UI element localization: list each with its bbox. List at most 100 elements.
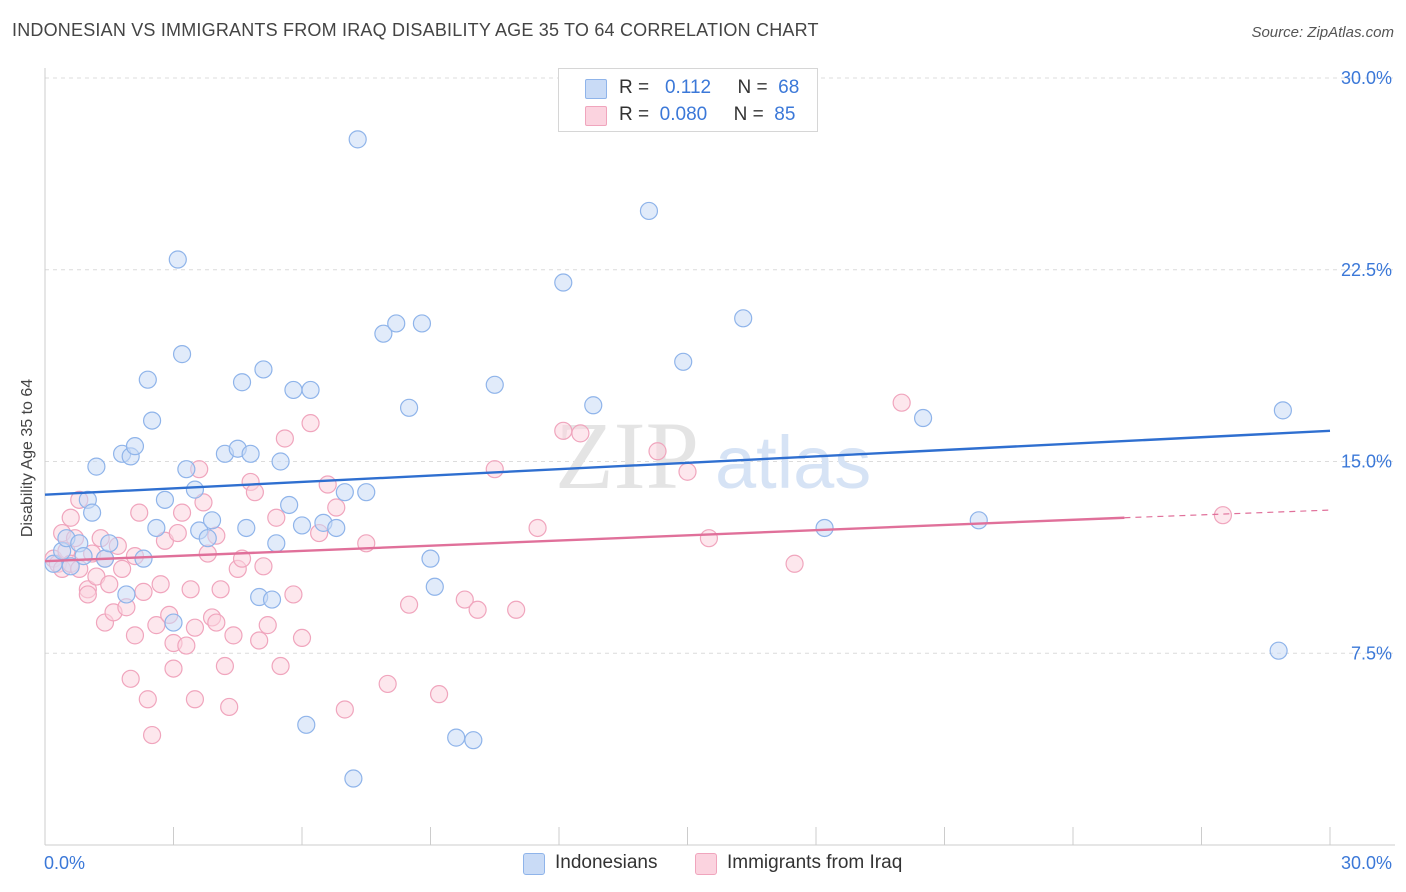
point-indonesians [100,534,119,553]
point-iraq [138,690,157,709]
point-indonesians [83,503,102,522]
grid-lines [45,77,1395,654]
point-indonesians [164,613,183,632]
point-indonesians [425,577,444,596]
data-points [44,130,1292,788]
point-indonesians [292,516,312,535]
trend-lines [44,429,1331,563]
point-iraq [318,475,337,494]
point-indonesians [168,250,187,269]
point-iraq [528,518,547,538]
point-iraq [121,669,140,688]
point-indonesians [447,728,466,747]
point-iraq [292,628,312,648]
tick-labels: 7.5% 15.0% 22.5% 30.0% 0.0% 30.0% [44,68,1392,873]
trend-line-iraq [44,516,1125,563]
point-indonesians [485,375,504,394]
point-iraq [648,442,667,461]
legend-n-value: 68 [778,77,800,98]
point-iraq [275,429,294,448]
y-tick-label: 22.5% [1341,260,1392,280]
point-indonesians [674,352,693,371]
legend-swatch-pink [695,853,717,875]
point-iraq [571,424,590,443]
point-indonesians [412,314,432,333]
point-iraq [215,656,234,676]
point-indonesians [142,411,162,430]
point-indonesians [74,546,93,566]
axes [44,68,1395,846]
legend-n-label: N = [737,77,768,98]
point-iraq [168,523,187,543]
point-iraq [61,508,80,527]
y-tick-label: 30.0% [1341,68,1392,88]
point-iraq [181,580,200,599]
point-indonesians [815,518,834,538]
y-tick-label: 15.0% [1341,452,1392,472]
series-legend: Indonesians Immigrants from Iraq [0,852,1406,878]
point-iraq [134,582,153,601]
point-indonesians [584,396,603,415]
point-iraq [271,656,290,676]
watermark: ZIP atlas [555,402,871,509]
point-iraq [224,626,243,645]
legend-r-value: 0.112 [664,77,712,98]
point-indonesians [241,444,260,463]
point-iraq [254,557,273,576]
point-iraq [554,421,573,440]
point-indonesians [202,511,222,530]
point-indonesians [280,495,299,515]
point-indonesians [172,345,192,364]
point-iraq [485,460,504,479]
point-iraq [785,554,804,573]
point-indonesians [399,398,419,417]
x-tick-label: 30.0% [1341,853,1392,873]
point-indonesians [147,518,166,538]
point-iraq [125,626,145,645]
point-indonesians [301,380,320,400]
point-indonesians [344,769,363,788]
point-indonesians [969,511,988,530]
point-indonesians [267,534,286,553]
point-iraq [172,503,192,522]
point-iraq [177,636,196,655]
legend-n-label: N = [733,104,764,125]
chart-title: INDONESIAN VS IMMIGRANTS FROM IRAQ DISAB… [12,20,819,40]
point-iraq [185,690,205,709]
point-indonesians [913,408,933,428]
point-indonesians [237,518,256,538]
point-indonesians [232,373,252,392]
point-indonesians [262,590,282,609]
x-tick-label: 0.0% [44,853,85,873]
point-indonesians [284,380,303,400]
point-iraq [284,585,303,604]
point-indonesians [464,731,483,750]
point-iraq [250,631,269,650]
point-indonesians [155,490,175,509]
legend-swatch-pink [585,106,607,126]
point-indonesians [138,370,157,389]
legend-label-indonesians: Indonesians [555,852,658,873]
trend-line-indonesians [44,429,1331,496]
point-iraq [699,529,719,548]
point-iraq [220,697,239,717]
point-iraq [78,585,97,604]
point-iraq [185,618,205,637]
point-indonesians [1273,401,1292,420]
point-indonesians [734,309,753,328]
point-iraq [164,659,183,678]
legend-label-iraq: Immigrants from Iraq [727,852,903,873]
point-iraq [301,414,320,433]
point-iraq [335,700,354,719]
legend-swatch-blue [523,853,545,875]
legend-r-label: R = [619,77,650,98]
point-indonesians [348,130,367,149]
point-iraq [892,393,911,412]
stats-legend: R = 0.112 N = 68 R = 0.080 N = 85 [558,68,818,132]
point-iraq [245,483,264,502]
point-indonesians [87,457,106,476]
point-iraq [194,493,213,512]
point-iraq [142,725,162,745]
point-indonesians [271,452,290,471]
